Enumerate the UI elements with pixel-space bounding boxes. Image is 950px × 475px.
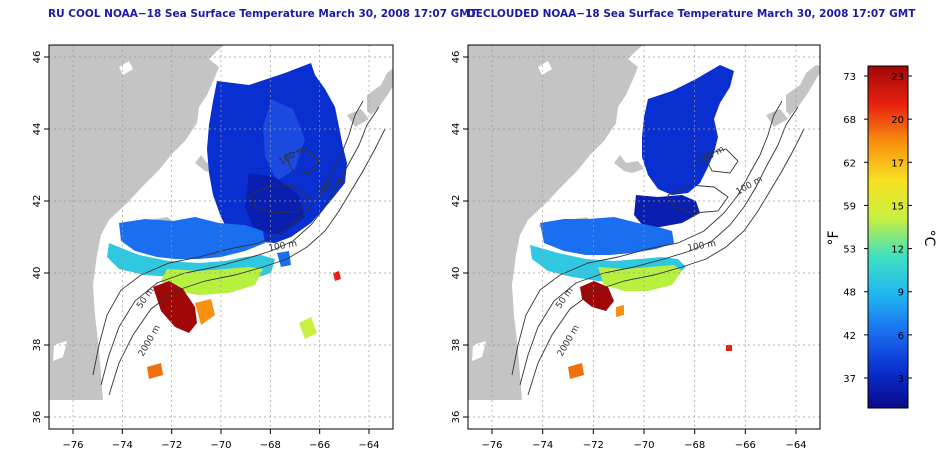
x-tick-label: −64: [785, 440, 806, 451]
left-panel-title: RU COOL NOAA−18 Sea Surface Temperature …: [48, 8, 477, 20]
sst-patch-inner: [263, 99, 305, 181]
right-panel-title: DECLOUDED NOAA−18 Sea Surface Temperatur…: [467, 8, 916, 20]
sst-cold-gulf-of-maine: [642, 65, 734, 195]
contour-label-l100c: 100 m: [268, 239, 298, 254]
fahrenheit-tick-label: 62: [843, 158, 856, 169]
x-tick-label: −76: [62, 440, 83, 451]
sst-small-red: [333, 271, 341, 281]
y-tick-label: 42: [32, 195, 43, 208]
nova-scotia-land: [367, 68, 393, 115]
sst-patch-deep: [245, 173, 305, 235]
celsius-tick-label: 17: [891, 158, 904, 169]
celsius-axis-label: °C: [921, 230, 937, 247]
x-tick-label: −70: [210, 440, 231, 451]
y-tick-label: 46: [451, 51, 462, 64]
bay-patch: [53, 341, 67, 361]
depth-contour-4: [248, 184, 310, 214]
x-tick-label: −72: [583, 440, 604, 451]
sst-warm-eddy-b: [568, 363, 584, 379]
nova-scotia-land: [786, 65, 820, 115]
y-tick-label: 40: [32, 267, 43, 280]
fahrenheit-tick-label: 53: [843, 245, 856, 256]
celsius-tick-label: 3: [898, 374, 904, 385]
celsius-tick-label: 23: [891, 72, 904, 83]
cape-cod-land: [614, 155, 644, 173]
celsius-tick-label: 20: [891, 115, 904, 126]
y-tick-label: 44: [32, 123, 43, 136]
lake-patch: [538, 61, 552, 75]
x-tick-label: −64: [358, 440, 379, 451]
depth-contour-1: [92, 100, 364, 376]
fahrenheit-tick-label: 48: [843, 288, 856, 299]
sst-patch-deep: [634, 195, 700, 227]
x-tick-label: −70: [633, 440, 654, 451]
celsius-tick-label: 12: [891, 245, 904, 256]
land-mass: [468, 45, 643, 400]
celsius-tick-label: 9: [898, 288, 904, 299]
sst-warm-eddy-a: [616, 305, 624, 317]
x-tick-label: −74: [112, 440, 133, 451]
celsius-tick-label: 6: [898, 331, 904, 342]
y-tick-label: 36: [451, 411, 462, 424]
sst-small-blue: [277, 251, 291, 267]
lat-lon-grid: [49, 45, 393, 429]
y-tick-label: 38: [32, 339, 43, 352]
bathymetry-contours: [92, 100, 386, 396]
sst-warm-eddy-a: [195, 299, 215, 325]
sst-mid-shelf: [540, 217, 674, 255]
fahrenheit-tick-label: 42: [843, 331, 856, 342]
fahrenheit-tick-label: 37: [843, 374, 856, 385]
depth-contour-2: [100, 106, 380, 386]
y-tick-label: 40: [451, 267, 462, 280]
depth-contour-2: [519, 106, 799, 386]
y-tick-label: 38: [451, 339, 462, 352]
colorbar: 73 68 62 59 53 48 42 37 23 20 17 15 12 9 6 3 °F °C: [826, 65, 937, 409]
x-tick-label: −66: [735, 440, 756, 451]
x-tick-label: −76: [481, 440, 502, 451]
fahrenheit-tick-label: 59: [843, 201, 856, 212]
y-tick-label: 42: [451, 195, 462, 208]
celsius-tick-label: 15: [891, 201, 904, 212]
x-tick-label: −68: [684, 440, 705, 451]
fahrenheit-tick-label: 68: [843, 115, 856, 126]
sst-overlay: [107, 63, 347, 379]
y-tick-label: 46: [32, 51, 43, 64]
sst-gulf-stream: [153, 281, 197, 333]
bathymetry-contours: [511, 100, 805, 396]
x-tick-label: −68: [260, 440, 281, 451]
x-tick-label: −72: [161, 440, 182, 451]
y-tick-label: 36: [32, 411, 43, 424]
sst-small-red: [726, 345, 732, 351]
sst-mid-shelf: [119, 217, 265, 259]
y-tick-label: 44: [451, 123, 462, 136]
depth-contour-4: [667, 184, 729, 214]
lat-lon-grid: [468, 45, 820, 429]
sst-offshore-patch: [299, 317, 317, 339]
depth-contour-1: [511, 100, 783, 376]
depth-contour-3: [108, 128, 386, 396]
x-tick-label: −66: [309, 440, 330, 451]
colorbar-gradient: [867, 65, 909, 409]
depth-contour-5: [703, 148, 739, 174]
fahrenheit-axis-label: °F: [826, 230, 842, 245]
fahrenheit-tick-label: 73: [843, 72, 856, 83]
contour-label-l100c: 100 m: [687, 239, 717, 254]
bay-patch: [472, 341, 486, 361]
sst-gulf-stream: [580, 281, 614, 311]
depth-contour-3: [527, 128, 805, 396]
land-mass: [49, 45, 224, 400]
sst-warm-eddy-b: [147, 363, 163, 379]
x-tick-label: −74: [532, 440, 553, 451]
depth-contour-5: [284, 148, 320, 174]
